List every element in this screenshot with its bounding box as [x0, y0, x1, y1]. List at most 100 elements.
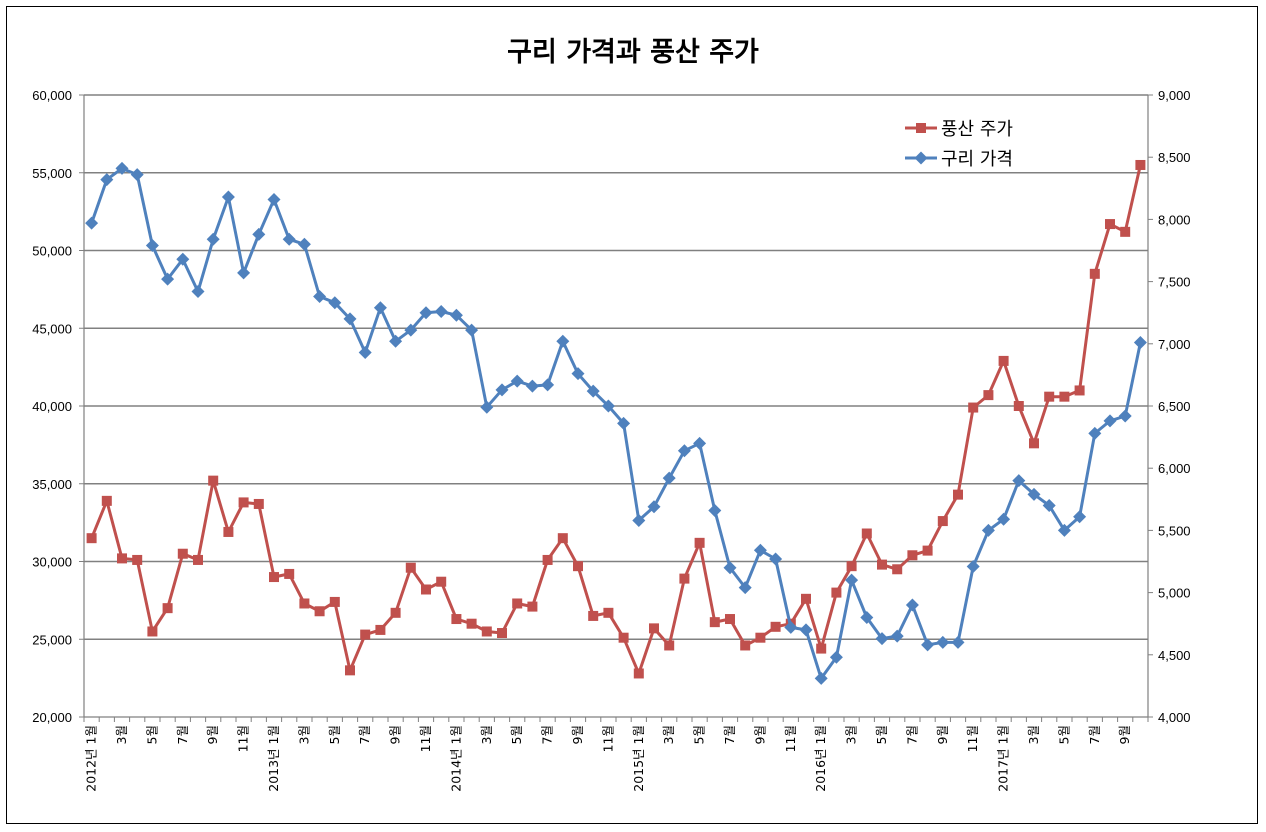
copper-point	[328, 296, 342, 310]
copper-point	[282, 232, 296, 246]
y-right-tick-label: 8,500	[1158, 150, 1191, 165]
poongsan-point	[101, 495, 112, 506]
poongsan-point	[193, 554, 203, 565]
poongsan-point	[740, 640, 751, 651]
x-tick-label: 11월	[418, 725, 433, 752]
copper-point	[267, 192, 281, 206]
poongsan-point	[345, 665, 355, 676]
x-tick-label: 5월	[1056, 725, 1071, 744]
copper-point	[237, 266, 251, 280]
copper-point	[617, 416, 631, 430]
x-tick-label: 3월	[1026, 725, 1041, 744]
poongsan-point	[831, 587, 842, 598]
poongsan-point	[132, 554, 143, 565]
x-tick-label: 3월	[114, 725, 129, 744]
copper-point	[1103, 414, 1117, 428]
poongsan-point	[801, 593, 811, 604]
poongsan-point	[1120, 226, 1131, 237]
copper-point	[495, 383, 509, 397]
copper-point	[1088, 426, 1102, 440]
poongsan-point	[953, 489, 963, 500]
copper-point	[115, 161, 129, 175]
poongsan-point	[816, 643, 827, 654]
poongsan-point	[1135, 159, 1146, 170]
y-right-tick-label: 4,500	[1158, 648, 1191, 663]
copper-point	[1133, 336, 1147, 350]
copper-point	[723, 561, 737, 575]
copper-point	[480, 400, 494, 414]
copper-point	[1027, 487, 1041, 501]
copper-point	[85, 216, 99, 230]
chart-title: 구리 가격과 풍산 주가	[507, 37, 759, 68]
copper-point	[677, 444, 691, 458]
copper-point	[525, 379, 539, 393]
poongsan-point	[709, 617, 720, 628]
copper-point	[693, 436, 707, 450]
x-tick-label: 7월	[175, 725, 190, 744]
copper-point	[1012, 474, 1026, 488]
copper-point	[738, 581, 752, 595]
copper-point	[890, 629, 904, 643]
poongsan-point	[360, 629, 371, 640]
y-right-tick-label: 5,500	[1158, 523, 1191, 538]
x-tick-label: 9월	[935, 725, 950, 744]
x-tick-label: 3월	[844, 725, 859, 744]
poongsan-point	[892, 564, 903, 575]
copper-point	[161, 272, 175, 286]
poongsan-line	[90, 164, 1142, 675]
copper-point	[769, 552, 783, 566]
poongsan-point	[1089, 268, 1100, 279]
x-tick-label: 7월	[357, 725, 372, 744]
poongsan-point	[998, 355, 1009, 366]
copper-point	[981, 523, 995, 537]
y-left-tick-label: 55,000	[32, 166, 72, 181]
poongsan-point	[877, 559, 887, 570]
x-tick-label: 7월	[904, 725, 919, 744]
copper-point	[875, 632, 889, 646]
legend-marker	[914, 151, 928, 165]
x-tick-label: 3월	[661, 725, 676, 744]
y-right-tick-label: 6,000	[1158, 461, 1191, 476]
poongsan-point	[269, 572, 279, 583]
poongsan-point	[649, 623, 659, 634]
copper-point	[647, 500, 661, 514]
poongsan-point	[527, 601, 538, 612]
legend-label: 구리 가격	[941, 149, 1013, 170]
x-tick-label: 2013년 1월	[266, 725, 281, 792]
poongsan-point	[223, 526, 234, 537]
x-tick-label: 2017년 1월	[996, 725, 1011, 792]
x-tick-label: 9월	[752, 725, 767, 744]
poongsan-point	[557, 533, 568, 544]
poongsan-point	[770, 621, 781, 632]
poongsan-point	[1013, 401, 1024, 411]
y-left-tick-label: 30,000	[32, 555, 72, 570]
copper-point	[313, 290, 327, 304]
copper-point	[921, 638, 935, 652]
poongsan-point	[1044, 391, 1055, 402]
copper-point	[753, 543, 767, 557]
copper-point	[343, 312, 357, 326]
poongsan-point	[390, 607, 401, 618]
x-tick-label: 2014년 1월	[448, 725, 463, 792]
poongsan-point	[937, 516, 948, 527]
poongsan-point	[907, 550, 918, 561]
y-left-tick-label: 35,000	[32, 477, 72, 492]
poongsan-point	[86, 533, 97, 544]
y-right-tick-label: 4,000	[1158, 710, 1191, 725]
poongsan-point	[573, 561, 583, 572]
copper-point	[799, 623, 813, 637]
poongsan-point	[1059, 391, 1070, 402]
poongsan-point	[253, 498, 264, 509]
poongsan-point	[451, 614, 462, 625]
copper-point	[541, 378, 555, 392]
y-right-tick-label: 5,000	[1158, 586, 1191, 601]
copper-point	[1073, 510, 1087, 524]
poongsan-point	[968, 402, 979, 413]
copper-point	[373, 301, 387, 315]
poongsan-point	[497, 628, 507, 639]
copper-point	[191, 285, 205, 299]
copper-point	[586, 384, 600, 398]
poongsan-point	[162, 603, 173, 614]
poongsan-point	[421, 584, 431, 595]
poongsan-point	[512, 598, 523, 609]
